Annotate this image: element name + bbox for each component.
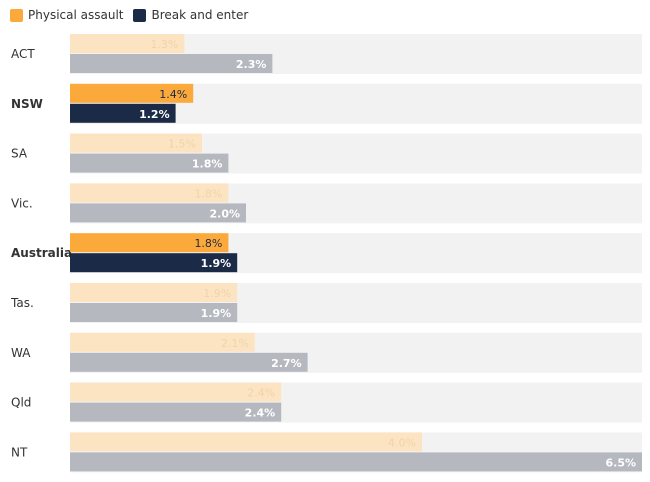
bar-physical-assault-wa xyxy=(70,332,255,352)
bar-physical-assault-vic xyxy=(70,183,229,203)
category-label-wa: WA xyxy=(11,346,31,360)
legend-swatch-break-and-enter xyxy=(133,8,147,22)
category-label-nsw: NSW xyxy=(11,97,43,111)
bar-break-and-enter-wa xyxy=(70,352,308,372)
category-label-tas: Tas. xyxy=(10,296,34,310)
bar-break-and-enter-nsw xyxy=(70,103,176,123)
data-label-physical-assault-vic: 1.8% xyxy=(194,187,222,200)
legend: Physical assault Break and enter xyxy=(10,6,258,24)
category-label-vic: Vic. xyxy=(11,196,33,210)
data-label-physical-assault-nsw: 1.4% xyxy=(159,88,187,101)
category-label-sa: SA xyxy=(11,147,28,161)
category-label-qld: Qld xyxy=(11,396,31,410)
bar-physical-assault-qld xyxy=(70,382,282,402)
data-label-break-and-enter-nsw: 1.2% xyxy=(139,108,170,121)
data-label-break-and-enter-qld: 2.4% xyxy=(245,407,276,420)
category-label-australia: Australia xyxy=(11,246,72,260)
data-label-break-and-enter-act: 2.3% xyxy=(236,58,267,71)
legend-item-break-and-enter: Break and enter xyxy=(133,8,248,22)
data-label-break-and-enter-sa: 1.8% xyxy=(192,158,223,171)
bar-break-and-enter-act xyxy=(70,54,273,73)
data-label-break-and-enter-tas: 1.9% xyxy=(201,307,232,320)
data-label-physical-assault-act: 1.3% xyxy=(150,38,178,51)
bar-physical-assault-nsw xyxy=(70,83,194,103)
data-label-physical-assault-australia: 1.8% xyxy=(194,237,222,250)
bar-physical-assault-sa xyxy=(70,133,202,153)
bar-physical-assault-australia xyxy=(70,233,229,253)
bar-break-and-enter-australia xyxy=(70,253,238,273)
legend-label-break-and-enter: Break and enter xyxy=(151,8,249,22)
legend-swatch-physical-assault xyxy=(10,8,23,22)
data-label-break-and-enter-australia: 1.9% xyxy=(201,257,232,270)
bar-break-and-enter-qld xyxy=(70,402,282,422)
category-label-act: ACT xyxy=(11,47,35,61)
legend-item-physical-assault: Physical assault xyxy=(10,8,123,22)
category-label-nt: NT xyxy=(11,445,28,459)
bar-physical-assault-nt xyxy=(70,432,422,452)
data-label-break-and-enter-nt: 6.5% xyxy=(605,456,636,469)
data-label-physical-assault-wa: 2.1% xyxy=(221,337,249,350)
data-label-physical-assault-nt: 4.0% xyxy=(388,436,416,449)
data-label-break-and-enter-wa: 2.7% xyxy=(271,357,302,370)
bar-physical-assault-act xyxy=(70,34,185,53)
bar-break-and-enter-sa xyxy=(70,153,229,173)
bar-physical-assault-tas xyxy=(70,283,238,302)
data-label-physical-assault-sa: 1.5% xyxy=(168,138,196,151)
data-label-break-and-enter-vic: 2.0% xyxy=(209,207,240,220)
data-label-physical-assault-qld: 2.4% xyxy=(247,387,275,400)
bar-break-and-enter-vic xyxy=(70,203,246,223)
bar-break-and-enter-nt xyxy=(70,452,642,472)
bar-break-and-enter-tas xyxy=(70,303,238,322)
legend-label-physical-assault: Physical assault xyxy=(28,8,124,22)
data-label-physical-assault-tas: 1.9% xyxy=(203,287,231,300)
